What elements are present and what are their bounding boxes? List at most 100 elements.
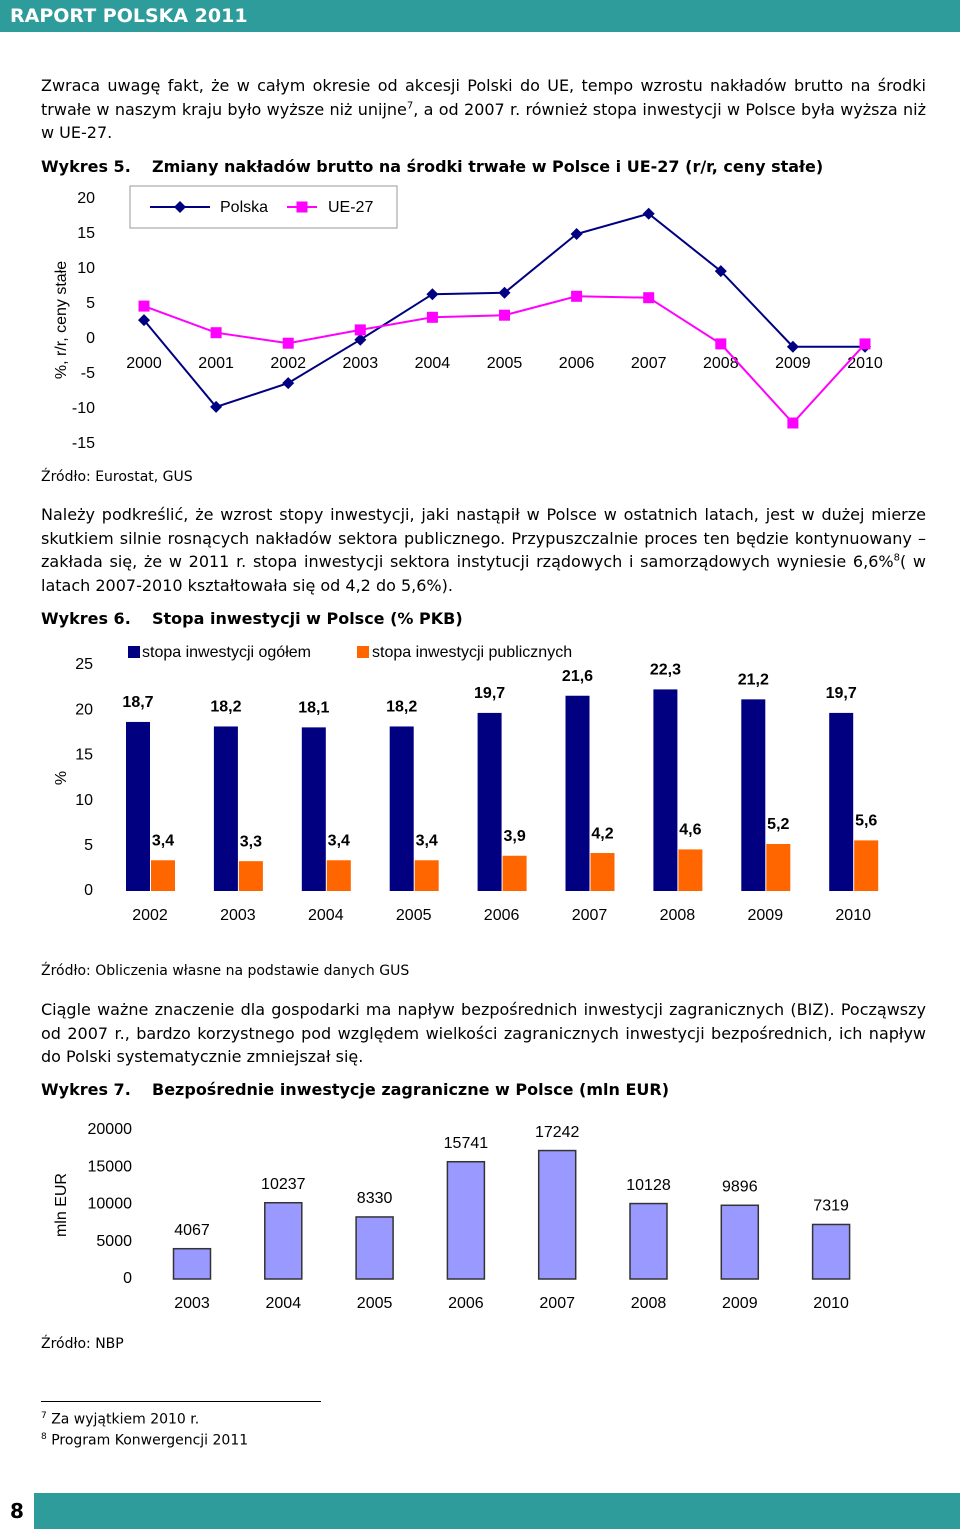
- footnote-mark: 7: [41, 1411, 47, 1421]
- value-label: 3,4: [416, 832, 438, 849]
- header-title: RAPORT POLSKA 2011: [10, 5, 248, 27]
- marker: [174, 201, 186, 213]
- x-tick-label: 2007: [572, 907, 608, 924]
- y-tick-label: 10000: [88, 1196, 133, 1213]
- bar: [172, 1247, 212, 1280]
- marker: [499, 309, 510, 321]
- marker: [859, 338, 871, 350]
- y-tick-label: 25: [75, 656, 93, 673]
- footnote: 8 Program Konwergencji 2011: [41, 1432, 248, 1449]
- header-band: [0, 0, 960, 32]
- bar: [414, 860, 439, 891]
- chart-caption: Wykres 6. Stopa inwestycji w Polsce (% PK…: [41, 609, 463, 628]
- marker: [570, 228, 583, 240]
- bar: [126, 721, 150, 891]
- bar: [389, 726, 414, 891]
- bar: [301, 727, 326, 891]
- x-tick-label: 2004: [266, 1295, 302, 1312]
- marker: [715, 338, 727, 350]
- marker: [642, 207, 655, 220]
- bar: [678, 849, 703, 891]
- y-tick-label: -5: [81, 365, 95, 382]
- paragraph-text: Należy podkreślić, że wzrost stopy inwes…: [41, 505, 926, 571]
- y-tick-label: 15: [75, 747, 93, 764]
- marker: [714, 265, 727, 278]
- marker: [282, 337, 294, 349]
- value-label: 9896: [722, 1178, 758, 1195]
- legend-label: UE-27: [328, 199, 373, 216]
- chart-label: Wykres 6.: [41, 609, 131, 628]
- value-label: 22,3: [650, 662, 681, 679]
- value-label: 17242: [535, 1124, 580, 1141]
- bar: [741, 699, 766, 891]
- chart-label: Wykres 7.: [41, 1080, 131, 1099]
- paragraph-text: Ciągle ważne znaczenie dla gospodarki ma…: [41, 1000, 926, 1066]
- legend-label: stopa inwestycji ogółem: [142, 644, 311, 661]
- value-label: 8330: [357, 1190, 393, 1207]
- legend-label: Polska: [220, 199, 268, 216]
- bar: [151, 860, 175, 891]
- x-tick-label: 2003: [343, 355, 379, 372]
- footnote-mark: 8: [41, 1432, 47, 1442]
- legend-label: stopa inwestycji publicznych: [372, 644, 572, 661]
- bar: [811, 1223, 851, 1280]
- x-tick-label: 2005: [487, 355, 523, 372]
- marker: [138, 314, 150, 327]
- y-tick-label: 15: [77, 225, 95, 242]
- marker: [426, 311, 438, 323]
- value-label: 3,9: [503, 828, 525, 845]
- footnote-text: Za wyjątkiem 2010 r.: [51, 1411, 200, 1428]
- bar: [446, 1160, 486, 1280]
- value-label: 15741: [444, 1135, 489, 1152]
- bar: [766, 843, 791, 891]
- bar: [629, 1202, 668, 1280]
- value-label: 19,7: [474, 685, 505, 702]
- x-tick-label: 2007: [631, 355, 667, 372]
- y-tick-label: 20000: [88, 1121, 133, 1138]
- x-tick-label: 2010: [813, 1295, 849, 1312]
- page-number: 8: [0, 1493, 34, 1529]
- x-tick-label: 2007: [539, 1295, 575, 1312]
- marker: [571, 290, 583, 302]
- chart-source: Źródło: Eurostat, GUS: [41, 469, 193, 485]
- marker: [498, 286, 511, 299]
- y-axis-label: %, r/r, ceny stałe: [53, 261, 70, 379]
- value-label: 18,2: [386, 699, 417, 716]
- bar: [502, 855, 527, 891]
- marker: [426, 288, 439, 301]
- bar: [213, 726, 238, 891]
- chart-label: Wykres 5.: [41, 157, 131, 176]
- bar: [537, 1149, 577, 1280]
- value-label: 3,3: [240, 833, 262, 850]
- x-tick-label: 2005: [357, 1295, 393, 1312]
- y-tick-label: 0: [84, 882, 93, 899]
- y-tick-label: 0: [86, 330, 95, 347]
- value-label: 21,6: [562, 668, 593, 685]
- value-label: 3,4: [152, 832, 174, 849]
- footnote-ref: 8: [893, 552, 900, 564]
- bar: [653, 689, 678, 891]
- x-tick-label: 2004: [308, 907, 344, 924]
- chart-source: Źródło: Obliczenia własne na podstawie d…: [41, 963, 410, 979]
- chart-caption: Wykres 5. Zmiany nakładów brutto na środk…: [41, 157, 823, 176]
- footnote-ref: 7: [406, 100, 414, 112]
- value-label: 18,1: [298, 700, 329, 717]
- chart-title: Bezpośrednie inwestycje zagraniczne w Po…: [152, 1080, 670, 1099]
- value-label: 18,7: [122, 694, 153, 711]
- x-tick-label: 2009: [775, 355, 811, 372]
- bar: [854, 840, 879, 891]
- x-tick-label: 2009: [722, 1295, 758, 1312]
- x-tick-label: 2003: [220, 907, 256, 924]
- x-tick-label: 2004: [415, 355, 451, 372]
- marker: [210, 327, 222, 339]
- value-label: 4,2: [591, 825, 613, 842]
- marker: [786, 340, 799, 353]
- bar: [238, 861, 263, 891]
- y-tick-label: 20: [75, 701, 93, 718]
- bar: [355, 1216, 394, 1280]
- y-tick-label: 5000: [96, 1233, 132, 1250]
- legend-swatch: [128, 646, 140, 658]
- footer-band: [0, 1493, 960, 1529]
- x-tick-label: 2010: [835, 907, 871, 924]
